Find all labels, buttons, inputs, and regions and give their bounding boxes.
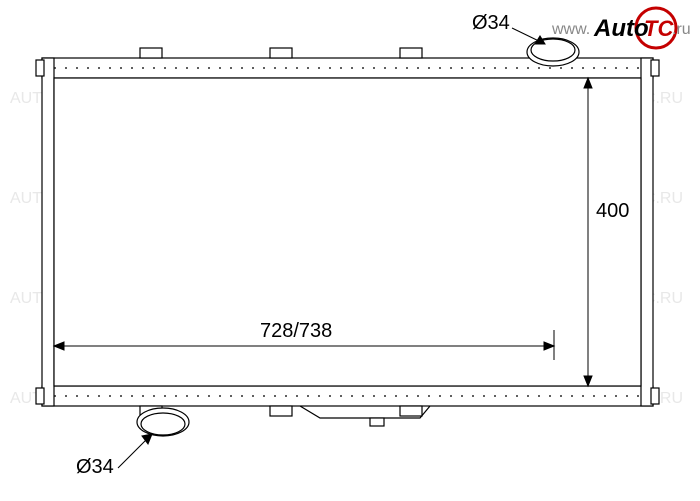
- logo-main: Auto: [593, 15, 649, 42]
- radiator-diagram: [0, 0, 700, 501]
- dim-outlet-label: Ø34: [76, 456, 114, 479]
- dim-height-label: 400: [596, 200, 629, 223]
- dim-inlet-label: Ø34: [472, 12, 510, 35]
- logo-accent: TC: [644, 16, 674, 41]
- dim-width-label: 728/738: [260, 320, 332, 343]
- site-logo: www. Auto TC .ru: [552, 6, 692, 55]
- logo-prefix: www.: [552, 21, 590, 38]
- dim-inlet: [512, 28, 545, 44]
- dim-outlet: [118, 434, 152, 468]
- logo-suffix: .ru: [672, 21, 691, 38]
